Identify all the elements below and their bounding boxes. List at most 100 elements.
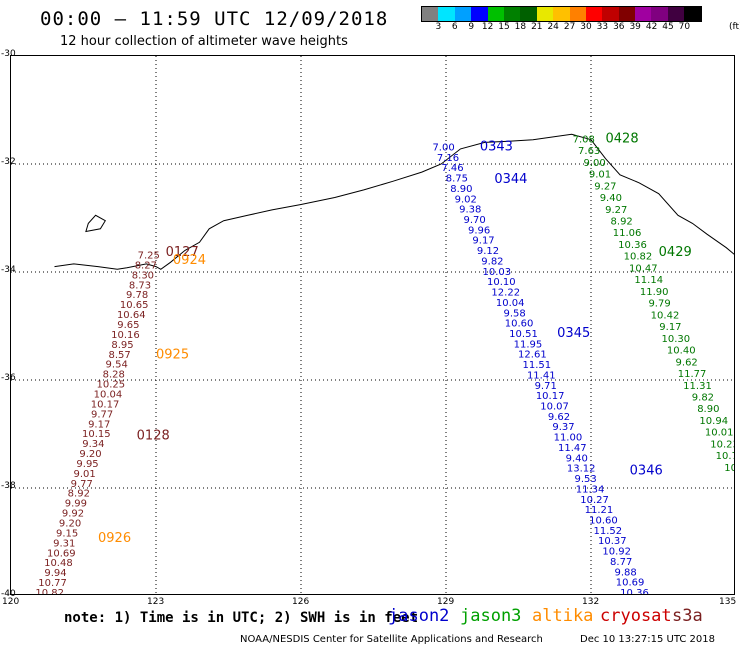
legend-unit-label: (ft) [729,22,740,32]
swh-value: 8.57 [108,350,130,361]
swh-value: 9.70 [464,215,486,226]
legend-swatch [438,7,455,21]
swh-value: 9.82 [481,256,503,267]
swh-value: 9.88 [614,567,636,578]
swh-value: 10.82 [35,588,64,595]
swh-value: 9.20 [79,449,101,460]
swh-value: 11.14 [634,275,663,286]
swh-value: 9.31 [53,538,75,549]
swh-value: 10.23 [710,439,735,450]
legend-tick-label: 36 [613,22,625,32]
legend-swatch [536,7,554,21]
swh-value: 10.94 [699,416,728,427]
coastline [54,133,734,270]
swh-value: 10.64 [117,310,146,321]
map-subtitle: 12 hour collection of altimeter wave hei… [60,34,348,49]
legend-swatch [618,7,636,21]
swh-value: 8.77 [610,557,632,568]
legend-tick-label: 24 [547,22,559,32]
swh-value: 9.20 [59,519,81,530]
swh-value: 9.62 [676,357,698,368]
swh-value: 11.41 [527,370,556,381]
pass-time-label: 0127 [166,245,199,260]
swh-value: 12.22 [491,288,520,299]
swh-value: 8.75 [446,174,468,185]
swh-value: 7.46 [441,163,463,174]
swh-value: 9.53 [575,474,597,485]
pass-time-label: 0925 [156,347,189,362]
swh-value: 11.51 [523,360,552,371]
swh-value: 10.69 [616,578,645,589]
longitude-label: 126 [292,597,310,607]
swh-value: 10.04 [496,298,525,309]
swh-value: 9.92 [62,509,84,520]
latitude-label: -34 [1,265,16,275]
pass-time-label: 0926 [98,531,131,546]
swh-value: 10.92 [602,547,631,558]
swh-value: 9.96 [468,225,490,236]
color-legend-labels: 3 6 9 12 15 18 21 24 27 30 33 36 39 42 45 70 [421,22,740,34]
swh-value: 10.48 [44,558,73,569]
swh-value: 8.30 [132,270,154,281]
swh-value: 9.00 [583,158,605,169]
swh-value: 10.82 [624,252,653,263]
swh-value: 10.01 [705,428,734,439]
swh-value: 9.77 [71,479,93,490]
swh-value: 9.37 [552,422,574,433]
swh-value: 10.30 [662,334,691,345]
swh-value: 9.95 [76,459,98,470]
swh-value: 8.73 [129,280,151,291]
swh-value: 10.15 [82,429,111,440]
swh-value: 10.17 [536,391,565,402]
pass-time-label: 0924 [173,253,206,268]
swh-value: 9.58 [503,308,525,319]
swh-value: 10.60 [505,319,534,330]
legend-tick-label: 45 [662,22,674,32]
swh-value: 10.27 [580,495,609,506]
longitude-label: 132 [582,597,600,607]
swh-value: 9.17 [472,236,494,247]
swh-value: 11.21 [585,505,614,516]
swh-value: 9.01 [589,170,611,181]
longitude-label: 123 [147,597,165,607]
swh-value: 9.38 [459,205,481,216]
map-grid [11,56,734,594]
swh-value: 9.12 [477,246,499,257]
satellite-legend-item: jason2 [388,606,450,626]
swh-value: 7.08 [573,134,595,145]
legend-tick-label: 42 [645,22,658,32]
legend-swatch [569,7,586,21]
swh-value: 12 [734,475,735,486]
longitude-label: 120 [2,597,20,607]
swh-value: 10.10 [487,277,516,288]
swh-value: 10.77 [38,578,67,589]
latitude-label: -32 [1,157,16,167]
swh-value: 11.06 [613,228,642,239]
swh-value: 11.95 [514,339,543,350]
legend-swatch [635,7,652,21]
legend-tick-label: 33 [596,22,609,32]
legend-swatch [602,7,619,21]
swh-value: 11.31 [683,381,712,392]
swh-value: 10.69 [47,548,76,559]
legend-swatch [553,7,570,21]
swh-value: 8.90 [697,404,719,415]
legend-tick-label: 18 [514,22,527,32]
swh-value: 10.40 [667,346,696,357]
swh-value: 9.62 [548,412,570,423]
swh-value: 9.17 [88,419,110,430]
legend-tick-label: 15 [498,22,510,32]
swh-value: 8.92 [611,217,633,228]
swh-value: 9.71 [535,381,557,392]
swh-value: 9.40 [600,193,622,204]
swh-value: 11.34 [576,484,605,495]
swh-value: 9.17 [659,322,681,333]
swh-value: 10.42 [651,310,680,321]
swh-value: 10.36 [618,240,647,251]
legend-tick-label: 30 [580,22,592,32]
legend-tick-label: 3 [435,22,442,32]
swh-value: 11.90 [640,287,669,298]
legend-swatch [651,7,668,21]
swh-value: 10.8 [724,463,735,474]
legend-swatch [585,7,603,21]
